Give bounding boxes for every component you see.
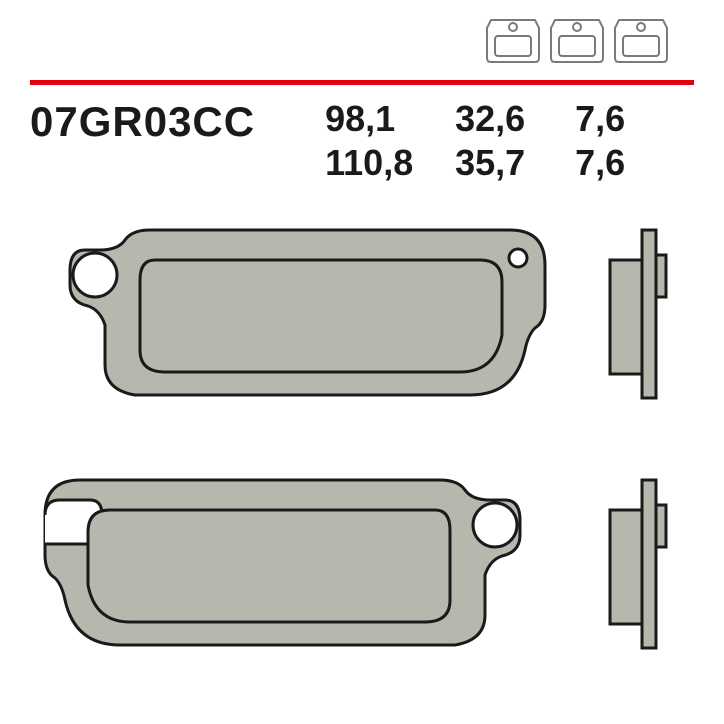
dim-thickness: 7,6: [575, 98, 635, 140]
dim-width: 98,1: [325, 98, 415, 140]
side-view-bottom: [610, 480, 666, 648]
pad-icon: [613, 18, 669, 64]
side-view-top: [610, 230, 666, 398]
part-number: 07GR03CC: [30, 98, 255, 146]
dim-height: 35,7: [455, 142, 535, 184]
dim-width: 110,8: [325, 142, 415, 184]
header-icon-row: [485, 18, 669, 64]
dim-height: 32,6: [455, 98, 535, 140]
brake-pad-top: [70, 230, 545, 395]
dimension-row: 98,1 32,6 7,6: [325, 98, 635, 140]
divider-line: [30, 80, 694, 85]
dimension-row: 110,8 35,7 7,6: [325, 142, 635, 184]
brake-pad-bottom: [45, 480, 520, 645]
pad-front-views: [40, 210, 550, 685]
dimension-table: 98,1 32,6 7,6 110,8 35,7 7,6: [325, 98, 635, 184]
spec-row: 07GR03CC 98,1 32,6 7,6 110,8 35,7 7,6: [30, 98, 694, 184]
dim-thickness: 7,6: [575, 142, 635, 184]
pad-icon: [549, 18, 605, 64]
pad-icon: [485, 18, 541, 64]
pad-side-views: [594, 210, 674, 685]
